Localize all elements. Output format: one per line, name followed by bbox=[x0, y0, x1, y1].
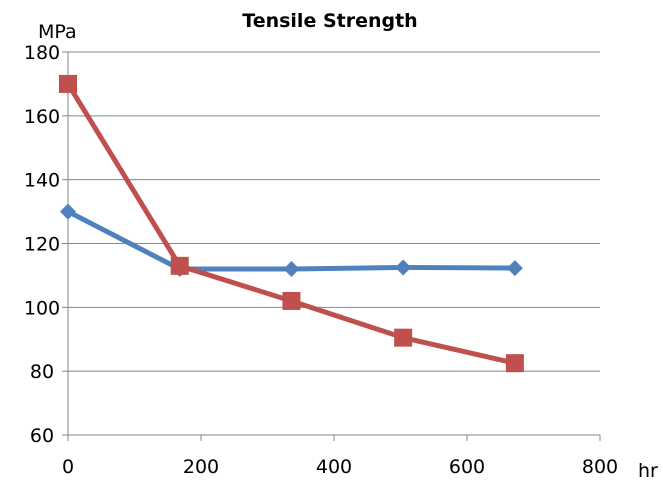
series-2-point bbox=[59, 74, 77, 93]
data-series bbox=[59, 74, 524, 373]
y-tick-label: 120 bbox=[24, 234, 60, 256]
x-tick-label: 400 bbox=[316, 456, 352, 478]
series-2-point bbox=[282, 291, 301, 310]
series-2-point bbox=[505, 354, 524, 373]
series-2 bbox=[59, 74, 524, 373]
axes bbox=[62, 51, 601, 441]
series-1-point bbox=[283, 261, 300, 278]
chart-title: Tensile Strength bbox=[242, 10, 417, 32]
y-tick-label: 160 bbox=[24, 106, 60, 128]
y-tick-labels: 60 80 100 120 140 160 180 bbox=[24, 42, 60, 447]
series-2-point bbox=[394, 328, 413, 347]
y-tick-label: 180 bbox=[24, 42, 60, 64]
x-tick-label: 800 bbox=[582, 456, 618, 478]
y-tick-label: 60 bbox=[30, 425, 54, 447]
x-tick-label: 600 bbox=[449, 456, 485, 478]
y-tick-label: 140 bbox=[24, 170, 60, 192]
series-1 bbox=[60, 203, 523, 278]
series-2-line bbox=[65, 81, 518, 366]
y-axis-unit: MPa bbox=[38, 21, 77, 43]
series-1-line bbox=[65, 209, 518, 272]
x-tick-label: 200 bbox=[183, 456, 219, 478]
x-tick-label: 0 bbox=[62, 456, 74, 478]
series-1-point bbox=[60, 203, 76, 220]
x-tick-labels: 0 200 400 600 800 bbox=[62, 456, 618, 478]
series-1-point bbox=[506, 260, 523, 277]
y-tick-label: 80 bbox=[30, 361, 54, 383]
x-axis-unit: hr bbox=[638, 460, 658, 482]
series-1-point bbox=[395, 259, 412, 276]
series-2-point bbox=[170, 256, 189, 275]
y-tick-label: 100 bbox=[24, 297, 60, 319]
